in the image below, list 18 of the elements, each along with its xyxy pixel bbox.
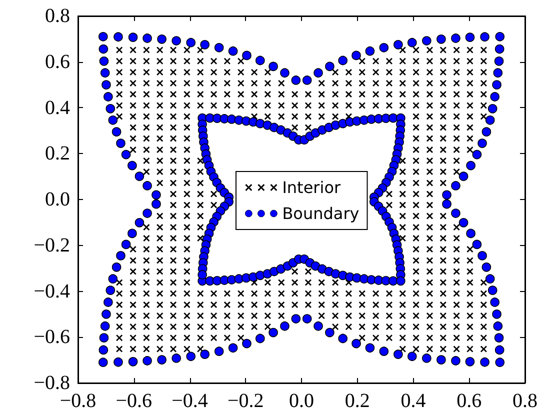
x-tick-label: 0.0	[289, 390, 314, 412]
x-tick-label: 0.6	[456, 390, 482, 412]
x-tick-label: −0.6	[116, 390, 152, 412]
y-tick-label: −0.2	[34, 234, 70, 256]
y-tick-label: 0.0	[45, 188, 70, 210]
x-tick-label: 0.2	[344, 390, 370, 412]
y-tick-label: 0.8	[45, 5, 70, 27]
legend-label: Interior	[282, 178, 341, 197]
x-tick-label: 0.4	[400, 390, 426, 412]
y-tick-label: 0.4	[45, 96, 70, 119]
y-tick-label: −0.4	[34, 280, 70, 302]
y-tick-label: 0.2	[45, 142, 70, 165]
y-tick-label: −0.6	[34, 326, 70, 348]
x-tick-label: 0.8	[512, 390, 538, 412]
legend-label: Boundary	[282, 204, 360, 223]
y-tick-label: 0.6	[45, 50, 70, 73]
x-tick-label: −0.4	[172, 390, 208, 412]
x-tick-label: −0.2	[227, 390, 264, 412]
